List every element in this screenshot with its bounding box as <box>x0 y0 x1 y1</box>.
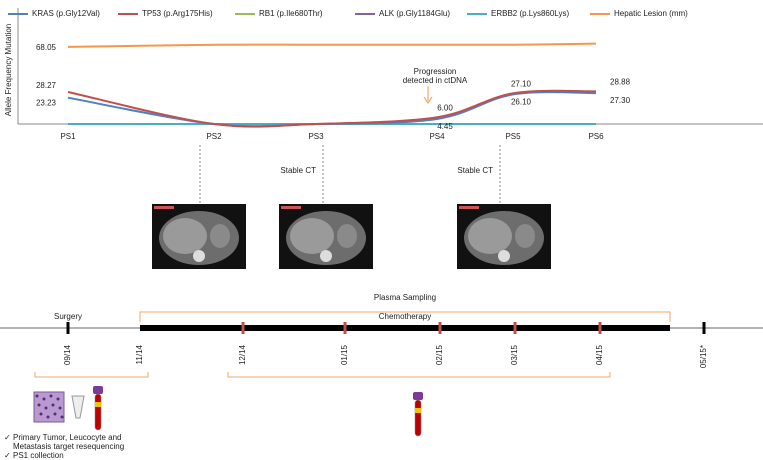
bracket <box>34 372 149 378</box>
tissue-dot <box>44 406 48 410</box>
series-line <box>67 42 597 48</box>
surgery-label: Surgery <box>54 312 82 321</box>
ct-liver <box>290 218 334 254</box>
value-label: 68.05 <box>36 43 57 52</box>
ct-spine <box>320 250 332 262</box>
ct-tag <box>281 206 301 209</box>
series-line <box>67 89 597 128</box>
ct-liver <box>163 218 207 254</box>
x-tick-label: PS5 <box>505 132 521 141</box>
timeline-tick <box>66 322 70 334</box>
blood-tube <box>414 399 422 437</box>
ct-liver <box>468 218 512 254</box>
date-label: 03/15 <box>510 344 519 365</box>
date-label: 01/15 <box>340 344 349 365</box>
timeline-tick <box>513 322 517 334</box>
tissue-dot <box>39 412 43 416</box>
value-label: 28.88 <box>610 77 631 86</box>
x-tick-label: PS3 <box>308 132 324 141</box>
value-label: 27.10 <box>511 79 532 88</box>
tissue-dot <box>35 394 39 398</box>
blood-band <box>95 402 101 407</box>
bracket <box>227 372 611 378</box>
tissue-dot <box>56 397 60 401</box>
tissue-dot <box>42 397 46 401</box>
ct-spleen <box>515 224 535 248</box>
tube-icon <box>71 395 85 419</box>
blood-cap <box>413 392 423 400</box>
legend-label: TP53 (p.Arg175His) <box>142 9 213 18</box>
x-tick-label: PS6 <box>588 132 604 141</box>
legend-label: ALK (p.Gly1184Glu) <box>379 9 450 18</box>
legend-label: KRAS (p.Gly12Val) <box>32 9 100 18</box>
checklist-text: Primary Tumor, Leucocyte and <box>13 433 122 442</box>
annotation: detected in ctDNA <box>403 76 468 85</box>
x-tick-label: PS1 <box>60 132 76 141</box>
tissue-dot <box>51 403 55 407</box>
annotation: Progression <box>414 67 457 76</box>
tissue-dot <box>37 403 41 407</box>
timeline-tick <box>702 322 706 334</box>
ct-spleen <box>337 224 357 248</box>
therapy-bar <box>140 325 670 331</box>
ct-tag <box>459 206 479 209</box>
tissue-dot <box>60 415 64 419</box>
date-label: 04/15 <box>595 344 604 365</box>
x-tick-label: PS2 <box>206 132 222 141</box>
ct-image <box>457 204 551 269</box>
plasma-bracket <box>139 311 671 322</box>
date-label: 05/15* <box>699 345 708 368</box>
ct-tag <box>154 206 174 209</box>
legend-label: Hepatic Lesion (mm) <box>614 9 688 18</box>
blood-tube <box>94 393 102 431</box>
blood-band <box>415 408 421 413</box>
ct-label: Stable CT <box>280 166 316 175</box>
plasma-label: Plasma Sampling <box>374 293 436 302</box>
tissue-dot <box>58 406 62 410</box>
ct-image <box>152 204 246 269</box>
annotation-arrow-head <box>423 96 433 104</box>
date-label: 02/15 <box>435 344 444 365</box>
timeline-tick <box>438 322 442 334</box>
tissue-dot <box>46 415 50 419</box>
ct-label: Stable CT <box>457 166 493 175</box>
ct-spine <box>498 250 510 262</box>
value-label: 27.30 <box>610 96 631 105</box>
therapy-label: Chemotherapy <box>379 312 431 321</box>
timeline-tick <box>598 322 602 334</box>
legend-label: RB1 (p.Ile680Thr) <box>259 9 323 18</box>
checklist-text: Metastasis target resequencing <box>13 442 124 451</box>
date-label: 09/14 <box>63 344 72 365</box>
ct-image <box>279 204 373 269</box>
value-label: 6.00 <box>437 103 453 112</box>
timeline-tick <box>241 322 245 334</box>
blood-cap <box>93 386 103 394</box>
date-label: 11/14 <box>135 344 144 364</box>
date-label: 12/14 <box>238 344 247 365</box>
value-label: 26.10 <box>511 98 532 107</box>
ct-spleen <box>210 224 230 248</box>
x-tick-label: PS4 <box>429 132 445 141</box>
timeline-tick <box>343 322 347 334</box>
checklist-text: PS1 collection <box>13 451 64 460</box>
check-mark: ✓ <box>4 433 11 442</box>
legend-label: ERBB2 (p.Lys860Lys) <box>491 9 569 18</box>
value-label: 28.27 <box>36 81 57 90</box>
tissue-dot <box>53 412 57 416</box>
value-label: 4.45 <box>437 122 453 131</box>
check-mark: ✓ <box>4 451 11 460</box>
ct-spine <box>193 250 205 262</box>
value-label: 23.23 <box>36 98 57 107</box>
y-axis-label: Allele Frequency Mutation <box>4 24 13 117</box>
tissue-dot <box>49 394 53 398</box>
